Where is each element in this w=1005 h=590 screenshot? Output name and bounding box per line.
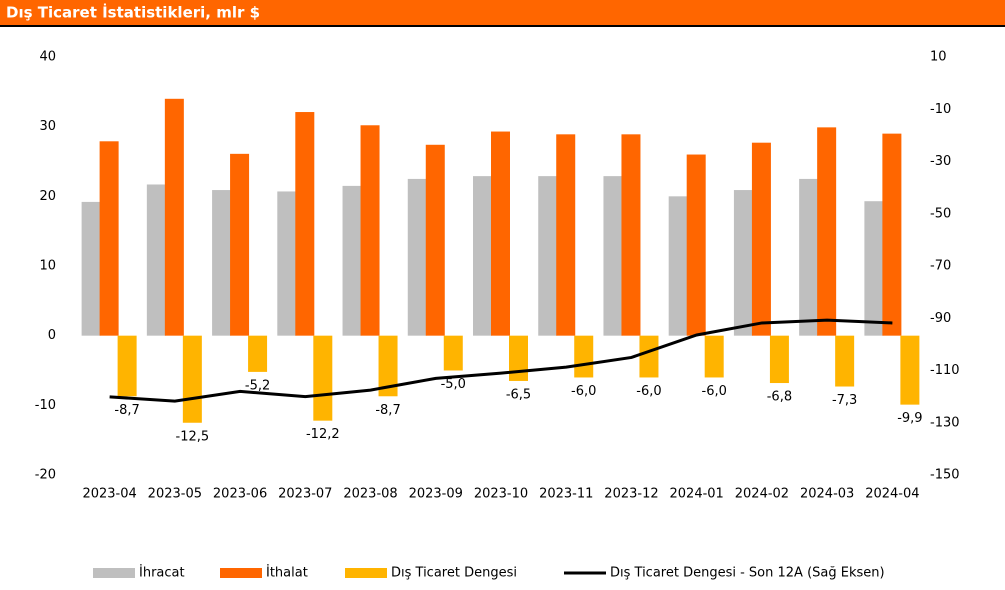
x-tick-label: 2023-07 (278, 487, 332, 502)
bar (751, 142, 771, 336)
bar (313, 335, 333, 421)
legend-label: İhracat (139, 565, 185, 581)
y2-tick-label: -130 (930, 415, 960, 430)
y-tick-label: 20 (39, 189, 56, 204)
bar (342, 185, 362, 336)
bar (686, 154, 706, 336)
data-label: -6,0 (636, 384, 661, 399)
y2-tick-label: -90 (930, 311, 951, 326)
legend-swatch (93, 568, 135, 578)
y-tick-label: 10 (39, 259, 56, 274)
bar (864, 201, 884, 336)
bar (212, 190, 232, 336)
y-tick-label: 40 (39, 50, 56, 65)
y2-tick-label: -50 (930, 206, 951, 221)
y2-tick-label: -150 (930, 468, 960, 483)
x-tick-label: 2024-04 (865, 487, 919, 502)
bar (621, 134, 641, 336)
bar (407, 178, 427, 336)
bar (117, 335, 137, 397)
y2-tick-label: -70 (930, 259, 951, 274)
bar (443, 335, 463, 371)
y-tick-label: 30 (39, 119, 56, 134)
bar (769, 335, 789, 384)
data-label: -6,0 (702, 384, 727, 399)
y2-tick-label: -10 (930, 102, 951, 117)
x-tick-label: 2023-11 (539, 487, 593, 502)
data-label: -6,5 (506, 387, 531, 402)
bar (182, 335, 202, 423)
data-label: -5,0 (441, 377, 466, 392)
y2-tick-label: -110 (930, 363, 960, 378)
x-tick-label: 2023-06 (213, 487, 267, 502)
bar (491, 131, 510, 336)
data-label: -6,0 (571, 384, 596, 399)
x-tick-label: 2023-09 (409, 487, 463, 502)
bar (668, 196, 688, 336)
x-tick-label: 2024-03 (800, 487, 854, 502)
data-label: -9,9 (897, 411, 922, 426)
legend-label: Dış Ticaret Dengesi (391, 566, 517, 581)
x-tick-label: 2023-04 (82, 487, 136, 502)
data-label: -5,2 (245, 378, 270, 393)
bar (556, 134, 576, 336)
data-label: -8,7 (375, 403, 400, 418)
x-tick-label: 2024-02 (735, 487, 789, 502)
x-tick-label: 2023-12 (604, 487, 658, 502)
legend-label: İthalat (266, 565, 308, 581)
legend-swatch (345, 568, 387, 578)
bar (164, 98, 184, 336)
data-label: -12,2 (306, 427, 340, 442)
data-label: -8,7 (114, 403, 139, 418)
title-rule (0, 25, 1005, 27)
x-tick-label: 2023-05 (148, 487, 202, 502)
bar (360, 125, 380, 336)
data-label: -12,5 (176, 429, 210, 444)
bar (425, 144, 445, 336)
y2-tick-label: -30 (930, 154, 951, 169)
bar (817, 127, 837, 336)
bar (639, 335, 659, 378)
x-tick-label: 2023-08 (343, 487, 397, 502)
bar (538, 176, 558, 336)
chart-title: Dış Ticaret İstatistikleri, mlr $ (6, 3, 260, 22)
legend-label: Dış Ticaret Dengesi - Son 12A (Sağ Eksen… (610, 566, 885, 581)
y2-tick-label: 10 (930, 50, 947, 65)
bar (835, 335, 855, 387)
bar (733, 190, 753, 336)
y-tick-label: -20 (35, 468, 56, 483)
y-tick-label: -10 (35, 398, 56, 413)
bar (509, 335, 528, 381)
data-label: -6,8 (767, 390, 792, 405)
x-tick-label: 2023-10 (474, 487, 528, 502)
bar (248, 335, 268, 372)
bar (81, 201, 101, 336)
y-tick-label: 0 (48, 328, 56, 343)
data-label: -7,3 (832, 393, 857, 408)
bar (603, 176, 623, 336)
bar (378, 335, 398, 397)
bar (882, 133, 902, 336)
bar (146, 184, 166, 336)
bar (230, 153, 250, 336)
bar (473, 176, 492, 336)
x-tick-label: 2024-01 (670, 487, 724, 502)
title-bar (0, 0, 1005, 25)
bar (99, 141, 119, 336)
bar (799, 178, 819, 336)
bar (900, 335, 920, 405)
bar (704, 335, 724, 378)
legend-swatch (220, 568, 262, 578)
bar (277, 191, 297, 336)
bar (574, 335, 594, 378)
line (109, 318, 893, 403)
bar (295, 112, 315, 336)
